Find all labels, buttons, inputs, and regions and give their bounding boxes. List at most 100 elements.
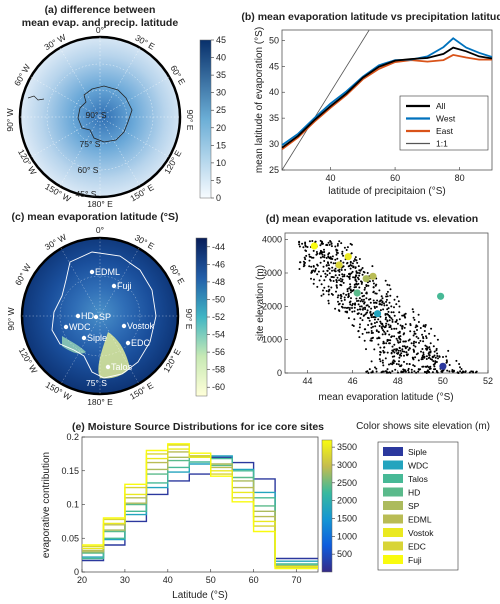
cloud-point [426, 347, 429, 350]
cloud-point [395, 320, 398, 323]
cloud-point [398, 360, 400, 363]
cloud-point [357, 303, 360, 306]
cloud-point [422, 337, 425, 340]
cloud-point [375, 305, 378, 308]
cloud-point [359, 323, 361, 326]
cloud-point [374, 284, 377, 287]
cloud-point [335, 285, 338, 287]
cloud-point [349, 285, 352, 288]
colorbar-tick: 2500 [337, 478, 357, 488]
cloud-point [355, 286, 357, 288]
cloud-point [421, 358, 424, 361]
cloud-point [404, 340, 407, 343]
cloud-point [384, 370, 387, 373]
cloud-point [363, 314, 366, 317]
cloud-point [368, 368, 371, 371]
cloud-point [387, 307, 390, 310]
site-point-siple [439, 362, 447, 370]
cloud-point [361, 281, 363, 284]
cloud-point [363, 294, 365, 297]
cloud-point [386, 295, 389, 298]
cloud-point [323, 254, 326, 257]
colorbar-tick: -58 [212, 365, 225, 375]
cloud-point [343, 273, 346, 276]
cloud-point [324, 275, 327, 278]
cloud-point [356, 308, 359, 311]
cloud-point [361, 300, 364, 303]
cloud-point [315, 251, 318, 253]
cloud-point [324, 272, 327, 275]
cloud-point [425, 355, 428, 358]
cloud-point [365, 331, 368, 334]
colorbar-tick: 20 [216, 123, 226, 133]
panel-b-ylabel: mean latitude of evaporation (°S) [254, 27, 265, 173]
cloud-point [432, 355, 435, 358]
cloud-point [306, 246, 309, 248]
cloud-point [421, 333, 424, 336]
cloud-point [365, 304, 368, 307]
cloud-point [428, 351, 431, 354]
cloud-point [413, 330, 416, 333]
colorbar-tick: 3500 [337, 442, 357, 452]
panel-e-xlabel: Latitude (°S) [172, 590, 228, 601]
cloud-point [360, 282, 363, 285]
cloud-point [403, 350, 406, 353]
cloud-point [386, 320, 389, 323]
cloud-point [341, 250, 344, 253]
cloud-point [346, 310, 348, 313]
cloud-point [414, 345, 417, 348]
colorbar-tick: 0 [216, 193, 221, 203]
cloud-point [386, 290, 389, 293]
cloud-point [375, 367, 378, 370]
cloud-point [341, 273, 344, 276]
lon-label: 90° W [6, 307, 16, 330]
cloud-point [382, 370, 385, 373]
cloud-point [399, 338, 402, 341]
cloud-point [468, 371, 471, 374]
cloud-point [356, 261, 359, 264]
cloud-point [386, 368, 389, 371]
cloud-point [351, 262, 354, 265]
cloud-point [396, 295, 399, 298]
cloud-point [365, 292, 368, 295]
cloud-point [395, 303, 398, 306]
cloud-point [415, 324, 418, 327]
cloud-point [415, 341, 417, 344]
cloud-point [400, 370, 403, 373]
cloud-point [346, 290, 349, 293]
cloud-point [387, 310, 390, 313]
cloud-point [412, 316, 415, 319]
cloud-point [358, 326, 361, 329]
cloud-point [408, 363, 411, 365]
cloud-point [379, 346, 382, 349]
cloud-point [471, 370, 474, 373]
panel-c-colorbar-ticks: -44 -46 -48 -50 -52 -54 -56 -58 -60 [207, 242, 225, 392]
cloud-point [366, 316, 369, 319]
cloud-point [399, 365, 402, 368]
cloud-point [436, 352, 439, 355]
cloud-point [354, 256, 357, 259]
cloud-point [349, 291, 352, 294]
cloud-point [379, 360, 382, 363]
cloud-point [330, 276, 333, 278]
series-line-east [281, 53, 492, 151]
cloud-point [434, 360, 437, 363]
cloud-point [413, 370, 416, 373]
cloud-point [337, 300, 339, 303]
cloud-point [367, 284, 370, 287]
y-tick-label: 45 [269, 61, 279, 71]
cloud-point [417, 321, 420, 323]
panel-e-legend-entries: Siple WDC Talos HD SP EDML Vostok EDC Fuji [383, 447, 434, 565]
cloud-point [369, 310, 372, 313]
site-point-edc [335, 261, 343, 269]
cloud-point [390, 317, 393, 320]
cloud-point [391, 349, 394, 352]
cloud-point [398, 336, 401, 339]
panel-d-point-cloud [298, 239, 478, 374]
cloud-point [379, 309, 382, 312]
panel-e-axes-box [81, 436, 319, 573]
cloud-point [355, 297, 358, 300]
cloud-point [320, 283, 323, 286]
cloud-point [426, 365, 429, 368]
cloud-point [391, 318, 394, 321]
